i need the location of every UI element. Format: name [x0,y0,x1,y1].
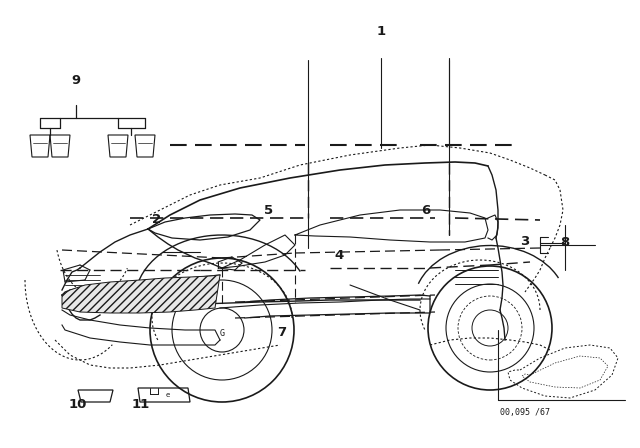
Text: 00,095 /67: 00,095 /67 [500,408,550,417]
Text: 4: 4 [335,249,344,262]
Text: G: G [220,328,225,337]
Text: 10: 10 [69,397,87,411]
Polygon shape [62,275,220,313]
Text: 2: 2 [152,213,161,226]
Text: 11: 11 [132,397,150,411]
Text: 7: 7 [277,326,286,339]
Text: 5: 5 [264,204,273,217]
Text: 6: 6 [421,204,430,217]
Text: 9: 9 [71,74,80,87]
Text: 8: 8 [560,236,569,250]
Text: 3: 3 [520,235,529,249]
Text: e: e [166,392,170,398]
Text: 1: 1 [376,25,385,38]
